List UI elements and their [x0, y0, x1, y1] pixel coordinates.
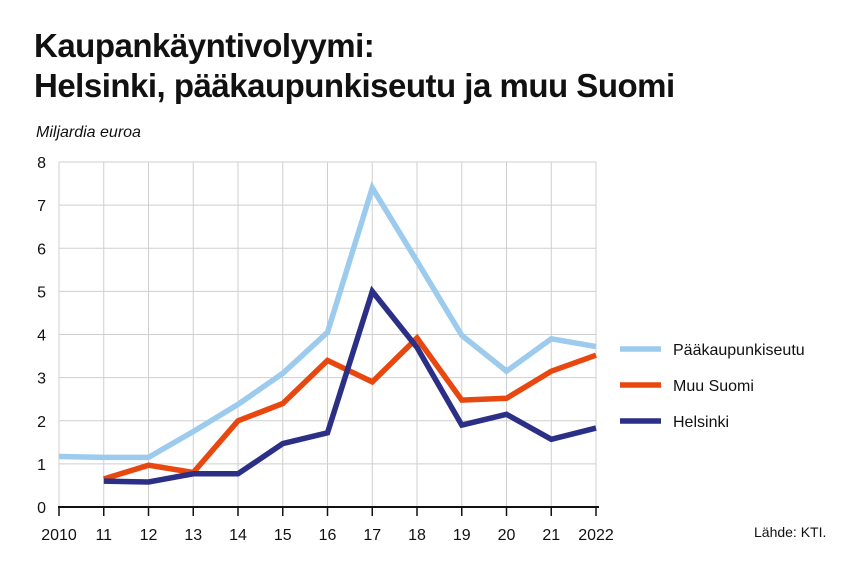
chart-title: Kaupankäyntivolyymi: Helsinki, pääkaupun…	[34, 26, 675, 106]
y-tick-label: 4	[37, 328, 46, 345]
x-tick-label: 19	[453, 527, 471, 544]
series-line-p-kaupunkiseutu	[58, 181, 597, 461]
x-tick-label: 2022	[578, 527, 614, 544]
y-tick-label: 5	[37, 284, 46, 301]
y-tick-label: 8	[37, 155, 46, 172]
y-tick-label: 0	[37, 500, 46, 517]
x-tick-label: 11	[95, 527, 112, 544]
legend-label-helsinki: Helsinki	[673, 414, 729, 431]
chart-title-line-2: Helsinki, pääkaupunkiseutu ja muu Suomi	[34, 67, 675, 104]
y-tick-label: 7	[37, 198, 46, 215]
legend-label-p-kaupunkiseutu: Pääkaupunkiseutu	[673, 342, 805, 359]
y-tick-label: 1	[37, 457, 46, 474]
x-tick-label: 14	[229, 527, 247, 544]
y-tick-label: 6	[37, 241, 46, 258]
source-note: Lähde: KTI.	[754, 524, 827, 540]
legend-label-muu-suomi: Muu Suomi	[673, 378, 754, 395]
y-tick-label: 3	[37, 371, 46, 388]
x-tick-label: 2010	[41, 527, 77, 544]
x-tick-label: 17	[363, 527, 381, 544]
series-line-helsinki	[103, 285, 597, 485]
x-tick-label: 16	[319, 527, 337, 544]
x-tick-label: 12	[140, 527, 158, 544]
y-tick-label: 2	[37, 414, 46, 431]
y-axis-label: Miljardia euroa	[36, 124, 141, 141]
x-tick-label: 20	[498, 527, 516, 544]
chart-title-line-1: Kaupankäyntivolyymi:	[34, 27, 375, 64]
x-tick-label: 15	[274, 527, 292, 544]
x-tick-label: 18	[408, 527, 426, 544]
x-tick-label: 13	[184, 527, 202, 544]
x-tick-label: 21	[542, 527, 560, 544]
